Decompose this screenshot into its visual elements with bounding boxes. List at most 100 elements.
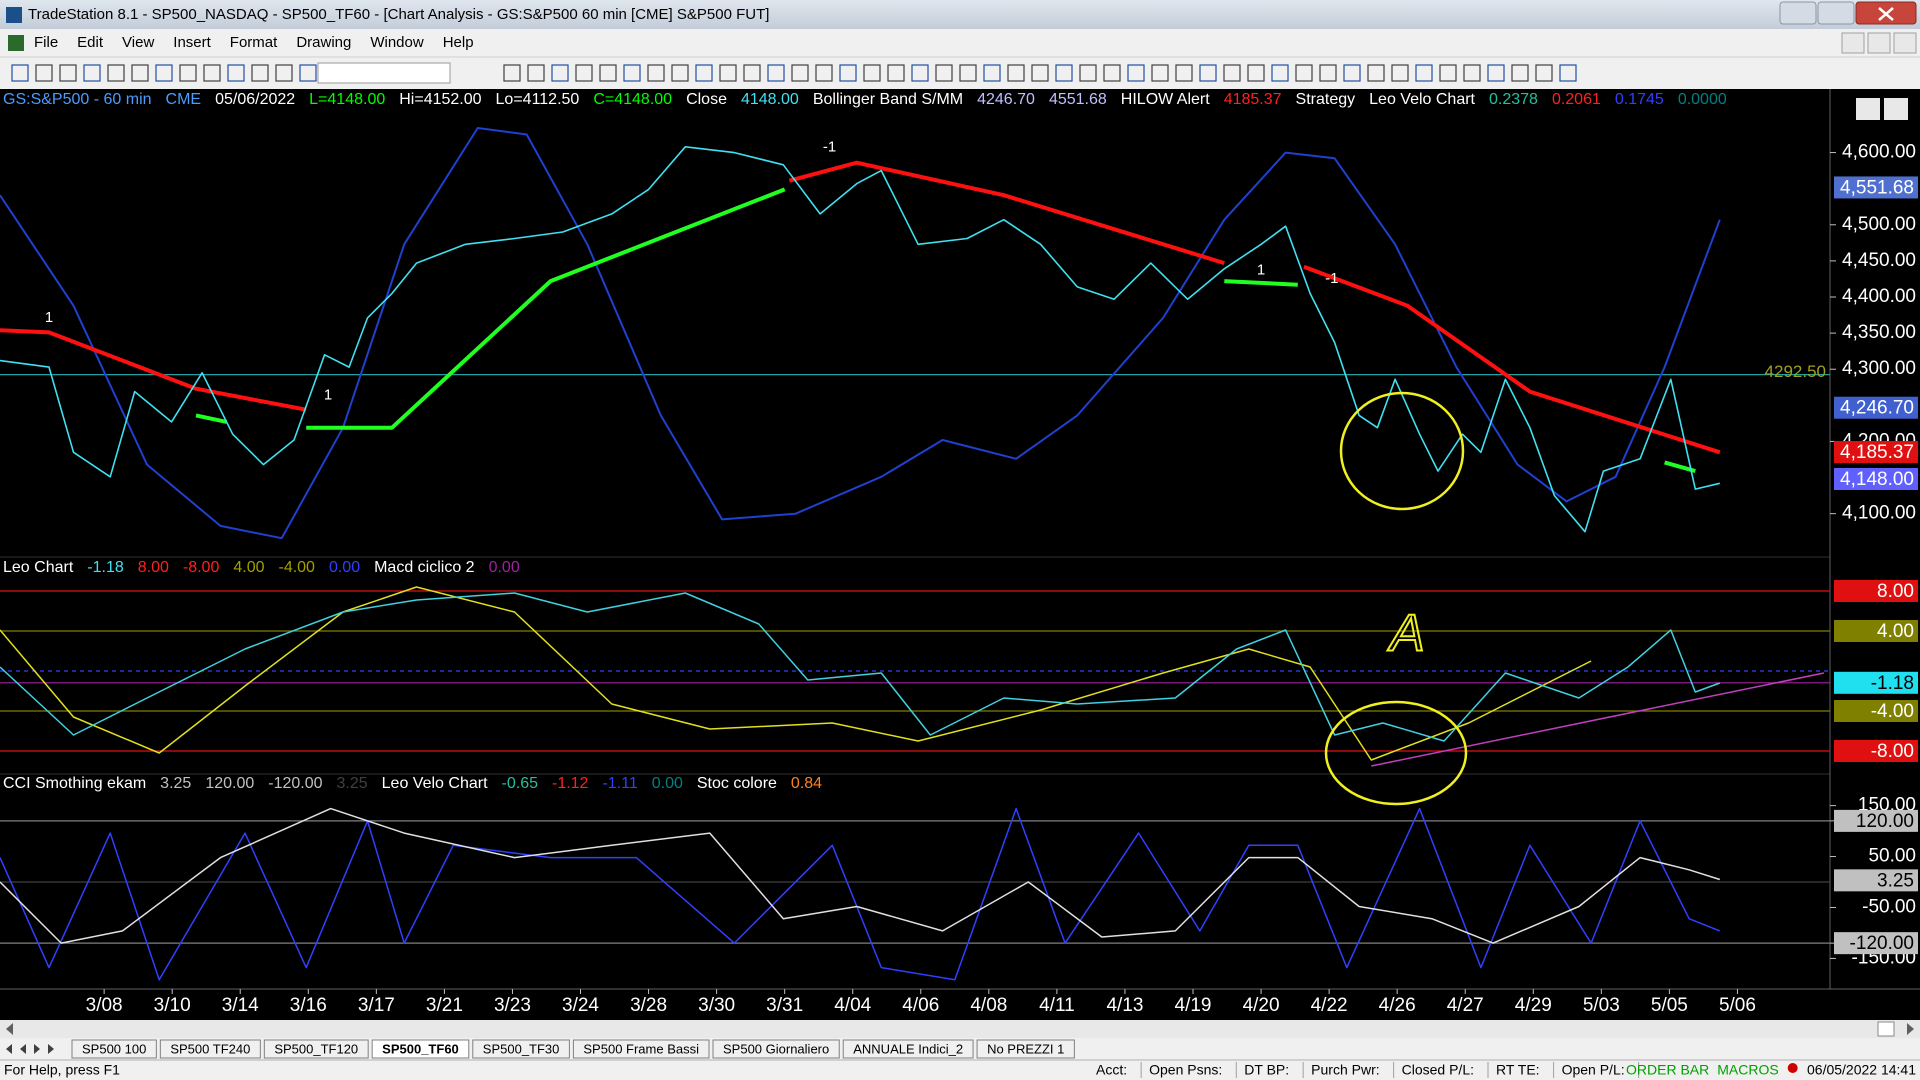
toolbar-icon[interactable]	[1007, 64, 1025, 82]
toolbar-icon[interactable]	[1271, 64, 1289, 82]
toolbar-icon[interactable]	[1415, 64, 1433, 82]
toolbar-icon[interactable]	[911, 64, 929, 82]
toolbar-icon[interactable]	[131, 64, 149, 82]
toolbar-icon[interactable]	[503, 64, 521, 82]
toolbar-icon[interactable]	[959, 64, 977, 82]
toolbar-icon[interactable]	[695, 64, 713, 82]
toolbar-icon[interactable]	[1367, 64, 1385, 82]
panel-restore[interactable]	[1884, 98, 1908, 120]
tab[interactable]	[712, 1039, 840, 1059]
toolbar-icon[interactable]	[1031, 64, 1049, 82]
tab-label[interactable]: SP500_TF60	[382, 1041, 459, 1056]
tab-nav[interactable]	[48, 1044, 54, 1054]
toolbar-icon[interactable]	[839, 64, 857, 82]
toolbar-icon[interactable]	[1535, 64, 1553, 82]
toolbar-icon[interactable]	[1439, 64, 1457, 82]
menu-item[interactable]: View	[122, 34, 154, 51]
mdi-restore[interactable]	[1867, 32, 1891, 54]
toolbar-icon[interactable]	[575, 64, 593, 82]
tab-label[interactable]: SP500 Frame Bassi	[583, 1041, 699, 1056]
toolbar-icon[interactable]	[1319, 64, 1337, 82]
tab[interactable]	[472, 1039, 570, 1059]
toolbar-icon[interactable]	[1487, 64, 1505, 82]
menu-item[interactable]: Help	[443, 34, 474, 51]
minimize-button[interactable]	[1779, 1, 1817, 25]
menu-item[interactable]: Format	[230, 34, 278, 51]
order-bar[interactable]: ORDER BAR	[1626, 1062, 1709, 1078]
toolbar-icon[interactable]	[59, 64, 77, 82]
toolbar-icon[interactable]	[11, 64, 29, 82]
toolbar-icon[interactable]	[1343, 64, 1361, 82]
tab-nav[interactable]	[6, 1044, 12, 1054]
toolbar-icon[interactable]	[599, 64, 617, 82]
mdi-close[interactable]	[1893, 32, 1917, 54]
menu-item[interactable]: Window	[370, 34, 424, 51]
toolbar-icon[interactable]	[179, 64, 197, 82]
tab[interactable]	[976, 1039, 1075, 1059]
toolbar-icon[interactable]	[155, 64, 173, 82]
tab-label[interactable]: SP500 Giornaliero	[723, 1041, 829, 1056]
tab-label[interactable]: SP500_TF120	[274, 1041, 358, 1056]
scroll-thumb[interactable]	[1877, 1021, 1895, 1037]
toolbar-icon[interactable]	[35, 64, 53, 82]
toolbar-icon[interactable]	[1055, 64, 1073, 82]
tab[interactable]	[572, 1039, 710, 1059]
toolbar-icon[interactable]	[1199, 64, 1217, 82]
tab[interactable]	[71, 1039, 157, 1059]
macros[interactable]: MACROS	[1717, 1062, 1778, 1078]
toolbar-icon[interactable]	[623, 64, 641, 82]
toolbar-icon[interactable]	[1295, 64, 1313, 82]
h-scrollbar[interactable]	[0, 1020, 1920, 1038]
toolbar-icon[interactable]	[935, 64, 953, 82]
toolbar-icon[interactable]	[743, 64, 761, 82]
toolbar-icon[interactable]	[551, 64, 569, 82]
toolbar-icon[interactable]	[299, 64, 317, 82]
toolbar-icon[interactable]	[1391, 64, 1409, 82]
toolbar-icon[interactable]	[863, 64, 881, 82]
tab-label[interactable]: ANNUALE Indici_2	[853, 1041, 963, 1056]
menu-item[interactable]: Edit	[77, 34, 104, 51]
maximize-button[interactable]	[1817, 1, 1855, 25]
panel-minimize[interactable]	[1856, 98, 1880, 120]
toolbar-icon[interactable]	[815, 64, 833, 82]
toolbar-icon[interactable]	[203, 64, 221, 82]
toolbar-icon[interactable]	[1247, 64, 1265, 82]
menu-item[interactable]: Insert	[173, 34, 211, 51]
tab-label[interactable]: SP500_TF30	[483, 1041, 560, 1056]
toolbar-icon[interactable]	[83, 64, 101, 82]
toolbar-icon[interactable]	[671, 64, 689, 82]
toolbar-icon[interactable]	[791, 64, 809, 82]
toolbar-icon[interactable]	[1103, 64, 1121, 82]
scroll-right[interactable]	[1907, 1023, 1914, 1035]
toolbar-icon[interactable]	[887, 64, 905, 82]
toolbar-icon[interactable]	[719, 64, 737, 82]
mdi-minimize[interactable]	[1841, 32, 1865, 54]
tab[interactable]	[159, 1039, 261, 1059]
symbol-combo[interactable]	[317, 62, 451, 84]
tab[interactable]	[371, 1039, 470, 1059]
menu-item[interactable]: Drawing	[296, 34, 351, 51]
tab-label[interactable]: No PREZZI 1	[987, 1041, 1064, 1056]
tab-nav[interactable]	[34, 1044, 40, 1054]
toolbar-icon[interactable]	[227, 64, 245, 82]
toolbar-icon[interactable]	[1559, 64, 1577, 82]
toolbar-icon[interactable]	[1175, 64, 1193, 82]
toolbar-icon[interactable]	[1079, 64, 1097, 82]
toolbar-icon[interactable]	[527, 64, 545, 82]
toolbar-icon[interactable]	[647, 64, 665, 82]
menu-item[interactable]: File	[34, 34, 58, 51]
tab-nav[interactable]	[20, 1044, 26, 1054]
toolbar-icon[interactable]	[1511, 64, 1529, 82]
tab[interactable]	[263, 1039, 369, 1059]
toolbar-icon[interactable]	[1463, 64, 1481, 82]
toolbar-icon[interactable]	[1127, 64, 1145, 82]
tab[interactable]	[842, 1039, 974, 1059]
toolbar-icon[interactable]	[1151, 64, 1169, 82]
toolbar-icon[interactable]	[107, 64, 125, 82]
scroll-left[interactable]	[6, 1023, 13, 1035]
tab-label[interactable]: SP500 100	[82, 1041, 146, 1056]
toolbar-icon[interactable]	[1223, 64, 1241, 82]
toolbar-icon[interactable]	[251, 64, 269, 82]
toolbar-icon[interactable]	[275, 64, 293, 82]
toolbar-icon[interactable]	[983, 64, 1001, 82]
